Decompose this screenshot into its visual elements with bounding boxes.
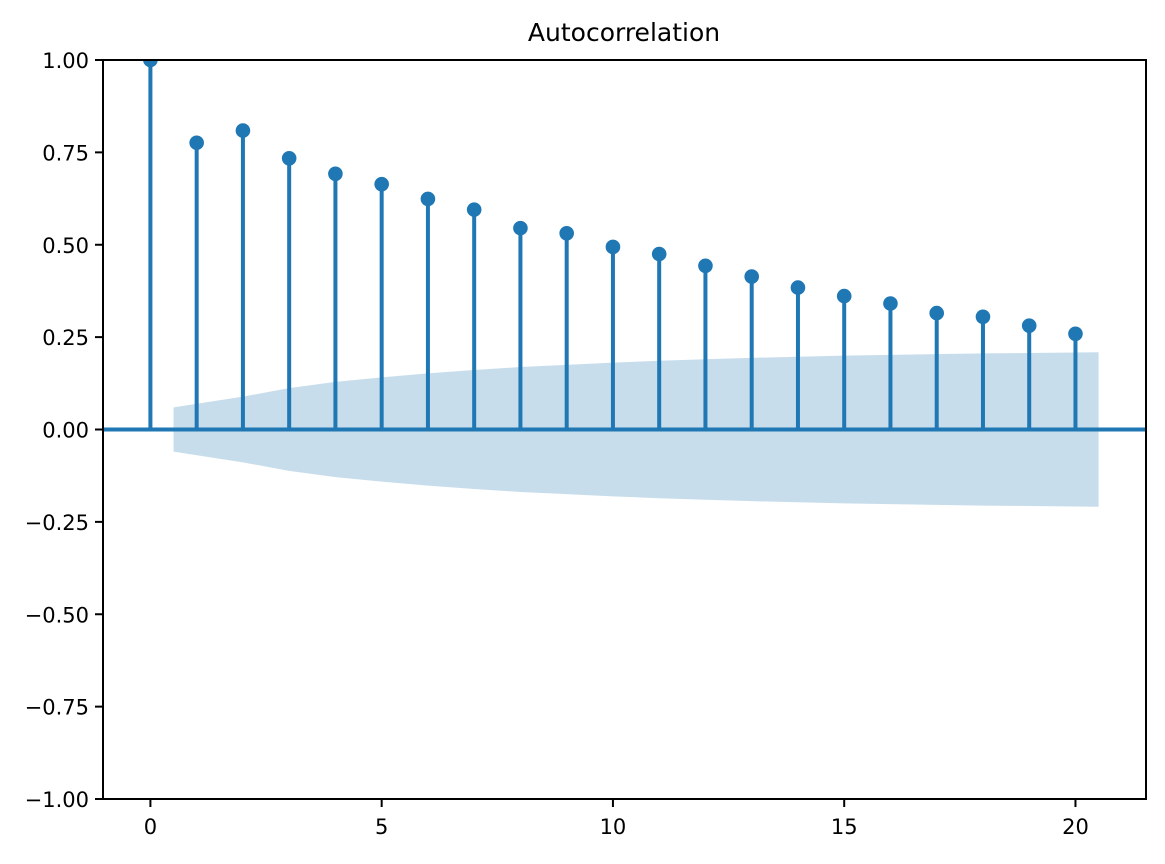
acf-marker-lag-14	[790, 280, 806, 295]
acf-marker-lag-7	[466, 202, 482, 217]
y-tick-label-6: −0.50	[25, 603, 89, 627]
acf-marker-lag-12	[698, 258, 713, 274]
y-tick-label-3: 0.25	[42, 326, 89, 350]
markers-group	[143, 60, 1083, 342]
stems-group	[148, 60, 1078, 430]
plot-dynamic-layer: 0 5 10 15 20 1.00 0.75 0.50 0.25 0.00 −0.25 −0.50 −0…	[25, 49, 1147, 839]
acf-marker-lag-8	[513, 220, 528, 236]
acf-marker-lag-11	[651, 246, 667, 262]
acf-marker-lag-16	[883, 296, 898, 311]
acf-marker-lag-9	[559, 225, 574, 241]
acf-marker-lag-0	[143, 60, 158, 68]
acf-marker-lag-1	[189, 135, 204, 151]
acf-marker-lag-20	[1068, 326, 1083, 342]
acf-marker-lag-2	[235, 123, 251, 138]
y-tick-label-0: 1.00	[42, 49, 89, 73]
acf-marker-lag-3	[281, 150, 297, 166]
x-tick-label-2: 10	[600, 815, 627, 839]
y-tick-label-4: 0.00	[42, 419, 89, 443]
y-tick-label-5: −0.25	[25, 511, 89, 535]
y-tick-label-8: −1.00	[25, 788, 89, 812]
acf-marker-lag-15	[836, 288, 852, 304]
x-tick-label-0: 0	[144, 815, 157, 839]
acf-marker-lag-19	[1021, 318, 1037, 333]
y-tick-label-7: −0.75	[25, 696, 89, 720]
x-tick-label-4: 20	[1062, 815, 1089, 839]
acf-marker-lag-4	[328, 166, 343, 182]
chart-title: Autocorrelation	[528, 18, 720, 47]
acf-marker-lag-17	[929, 305, 945, 321]
x-tick-label-3: 15	[831, 815, 858, 839]
y-tick-label-1: 0.75	[42, 141, 89, 165]
acf-marker-lag-10	[605, 239, 621, 255]
y-tick-label-2: 0.50	[42, 234, 89, 258]
acf-marker-lag-18	[975, 309, 991, 325]
x-tick-label-1: 5	[375, 815, 388, 839]
acf-marker-lag-13	[744, 269, 759, 284]
acf-marker-lag-5	[374, 176, 389, 192]
acf-marker-lag-6	[420, 191, 436, 207]
